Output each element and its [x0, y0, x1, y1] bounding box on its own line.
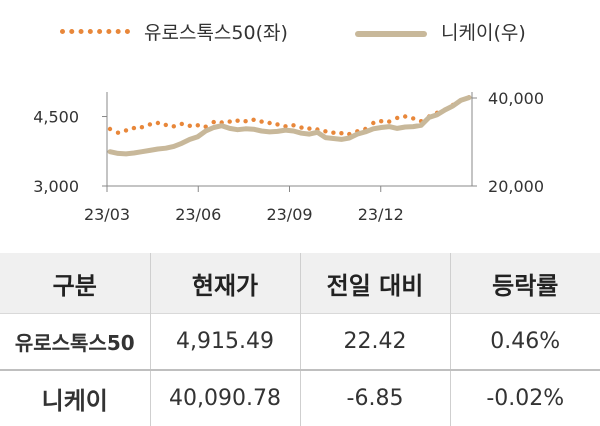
data-point [131, 125, 137, 131]
data-point [211, 119, 216, 125]
data-point [227, 119, 232, 124]
data-point [267, 120, 272, 126]
data-point [387, 119, 392, 124]
legend-item-euro: 유로스톡스50(좌) [60, 18, 288, 45]
data-point [195, 123, 200, 128]
x-tick-label: 23/06 [175, 205, 221, 224]
header-change: 전일 대비 [299, 253, 450, 314]
row-price: 4,915.49 [149, 313, 300, 370]
table-row: 유로스톡스50 4,915.49 22.42 0.46% [0, 313, 600, 370]
chart-axes [102, 92, 477, 192]
row-name: 유로스톡스50 [0, 313, 150, 370]
data-point [179, 121, 184, 127]
data-point [371, 120, 376, 126]
data-point [339, 131, 344, 136]
legend-label-euro: 유로스톡스50(좌) [144, 22, 288, 44]
data-point [147, 122, 153, 127]
data-point [139, 125, 145, 130]
row-price: 40,090.78 [149, 369, 300, 426]
data-point [403, 114, 408, 119]
row-rate: -0.02% [449, 369, 600, 426]
data-point [243, 119, 248, 124]
data-point [307, 126, 312, 131]
y-left-tick-label: 4,500 [33, 108, 79, 127]
data-point [123, 128, 129, 133]
header-category: 구분 [0, 253, 150, 314]
table-row: 니케이 40,090.78 -6.85 -0.02% [0, 369, 600, 426]
data-point [283, 124, 288, 129]
chart-tick-labels: 3,000 4,500 20,000 40,000 23/03 23/06 23/09 23/… [33, 89, 544, 224]
data-point [275, 122, 280, 127]
data-point [331, 130, 336, 135]
y-right-tick-label: 20,000 [488, 177, 544, 196]
price-table: 구분 현재가 전일 대비 등락률 유로스톡스50 4,915.49 22.42 … [0, 253, 600, 426]
data-point [115, 130, 121, 135]
table-header-row: 구분 현재가 전일 대비 등락률 [0, 253, 600, 314]
legend-item-nikkei: 니케이(우) [355, 18, 526, 45]
row-change: -6.85 [299, 369, 450, 426]
data-point [171, 124, 176, 129]
row-rate: 0.46% [449, 313, 600, 370]
data-point [259, 119, 264, 124]
data-point [251, 117, 256, 122]
data-point [299, 125, 304, 130]
header-rate: 등락률 [449, 253, 600, 314]
data-point [411, 116, 416, 121]
chart-series [107, 95, 472, 157]
row-name: 니케이 [0, 369, 150, 426]
row-change: 22.42 [299, 313, 450, 370]
data-point [291, 123, 296, 128]
legend-swatch-dotted [60, 29, 130, 38]
data-point [379, 119, 384, 124]
data-point [395, 115, 400, 121]
chart-legend: 유로스톡스50(좌) 니케이(우) [0, 0, 600, 60]
x-tick-label: 23/12 [358, 205, 404, 224]
data-point [323, 129, 328, 134]
line-chart: 3,000 4,500 20,000 40,000 23/03 23/06 23/09 23/… [33, 89, 544, 224]
series-nikkei-line [107, 95, 472, 157]
data-point [107, 126, 113, 132]
x-tick-label: 23/09 [266, 205, 312, 224]
data-point [235, 118, 240, 123]
legend-label-nikkei: 니케이(우) [441, 22, 526, 44]
data-point [155, 120, 161, 126]
y-left-tick-label: 3,000 [33, 177, 79, 196]
legend-swatch-solid [355, 30, 427, 37]
data-point [187, 123, 192, 128]
data-point [163, 122, 168, 128]
x-tick-label: 23/03 [84, 205, 130, 224]
y-right-tick-label: 40,000 [488, 89, 544, 108]
header-price: 현재가 [149, 253, 300, 314]
